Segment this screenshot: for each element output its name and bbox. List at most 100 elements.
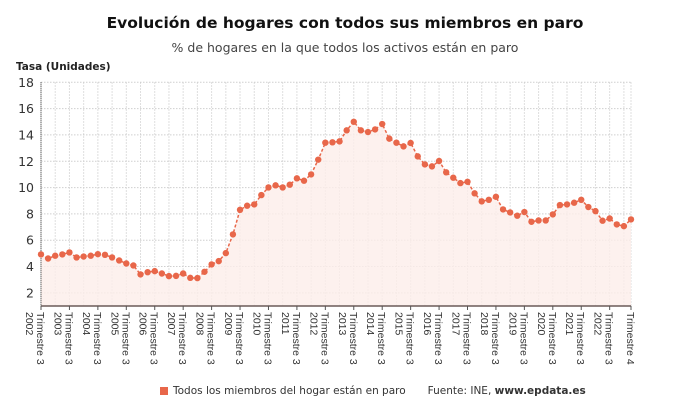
x-tick-year: 2003 <box>51 312 63 336</box>
x-tick-year: 2009 <box>222 312 234 336</box>
x-tick-quarter: Trimestre 3 <box>233 312 245 365</box>
y-tick-label: 10 <box>18 180 34 195</box>
data-point <box>627 216 635 223</box>
data-point <box>243 202 251 209</box>
x-tick-year: 2021 <box>563 312 575 336</box>
data-point <box>578 196 585 204</box>
x-tick-year: 2020 <box>535 312 547 336</box>
data-point <box>506 209 514 216</box>
x-tick-quarter: Trimestre 3 <box>34 312 46 365</box>
data-point <box>37 251 45 258</box>
x-tick-quarter: Trimestre 3 <box>404 312 416 365</box>
data-point <box>471 190 478 197</box>
data-point <box>300 177 308 184</box>
data-point <box>94 250 102 258</box>
data-point <box>407 139 414 147</box>
x-tick-year: 2015 <box>393 312 405 336</box>
data-point <box>151 267 158 275</box>
source-label: Fuente: INE, <box>427 385 492 397</box>
x-tick-quarter: Trimestre 3 <box>603 312 615 365</box>
data-point <box>258 191 265 199</box>
data-point <box>123 260 130 267</box>
chart-subtitle: % de hogares en la que todos los activos… <box>171 40 519 55</box>
data-point <box>492 193 500 200</box>
data-point <box>457 179 464 187</box>
data-point <box>499 206 507 213</box>
x-tick-year: 2013 <box>336 312 348 336</box>
data-point <box>393 139 400 146</box>
data-point <box>613 221 620 228</box>
data-point <box>329 139 336 146</box>
data-point <box>371 126 379 133</box>
data-point <box>450 174 457 181</box>
x-tick-year: 2004 <box>80 312 92 336</box>
data-point <box>570 199 578 206</box>
data-point <box>549 211 557 218</box>
data-point <box>222 249 230 257</box>
data-point <box>563 201 571 208</box>
x-tick-year: 2011 <box>279 312 291 335</box>
data-point <box>528 218 535 225</box>
data-point <box>144 268 151 276</box>
data-point <box>286 181 293 188</box>
x-tick-year: 2008 <box>194 312 206 336</box>
data-point <box>172 272 180 280</box>
x-tick-quarter: Trimestre 3 <box>205 312 217 365</box>
x-tick-quarter: Trimestre 4 <box>624 312 636 365</box>
y-tick-label: 8 <box>26 206 34 221</box>
data-point <box>73 254 80 261</box>
y-tick-label: 2 <box>26 285 34 300</box>
data-point <box>428 163 436 170</box>
data-point <box>59 251 66 258</box>
data-point <box>442 169 450 176</box>
y-axis-label: Tasa (Unidades) <box>16 61 111 73</box>
y-tick-label: 18 <box>18 75 34 90</box>
x-tick-year: 2017 <box>450 312 462 336</box>
data-point <box>315 156 322 163</box>
x-tick-quarter: Trimestre 3 <box>148 312 160 365</box>
x-tick-quarter: Trimestre 3 <box>375 312 387 365</box>
data-point <box>87 252 94 259</box>
area-fill <box>41 121 631 306</box>
data-point <box>80 253 87 260</box>
data-point <box>379 120 386 128</box>
x-tick-year: 2010 <box>250 312 262 336</box>
x-tick-quarter: Trimestre 3 <box>574 312 586 365</box>
x-tick-quarter: Trimestre 3 <box>347 312 359 365</box>
data-point <box>542 217 549 224</box>
data-point <box>336 138 343 145</box>
data-point <box>400 143 407 150</box>
data-point <box>620 222 628 230</box>
data-point <box>115 257 123 264</box>
source-note: Fuente: INE, www.epdata.es <box>428 385 586 397</box>
data-point <box>478 198 485 205</box>
x-tick-quarter: Trimestre 3 <box>62 312 74 365</box>
data-point <box>592 207 599 215</box>
data-point <box>421 161 429 168</box>
data-point <box>514 212 521 219</box>
y-tick-label: 14 <box>18 127 34 142</box>
data-point <box>521 208 528 216</box>
x-tick-year: 2018 <box>478 312 490 336</box>
data-point <box>272 182 279 189</box>
data-point <box>165 272 173 280</box>
data-point <box>293 175 301 182</box>
data-point <box>137 271 144 278</box>
x-tick-quarter: Trimestre 3 <box>461 312 473 365</box>
data-point <box>251 201 258 208</box>
